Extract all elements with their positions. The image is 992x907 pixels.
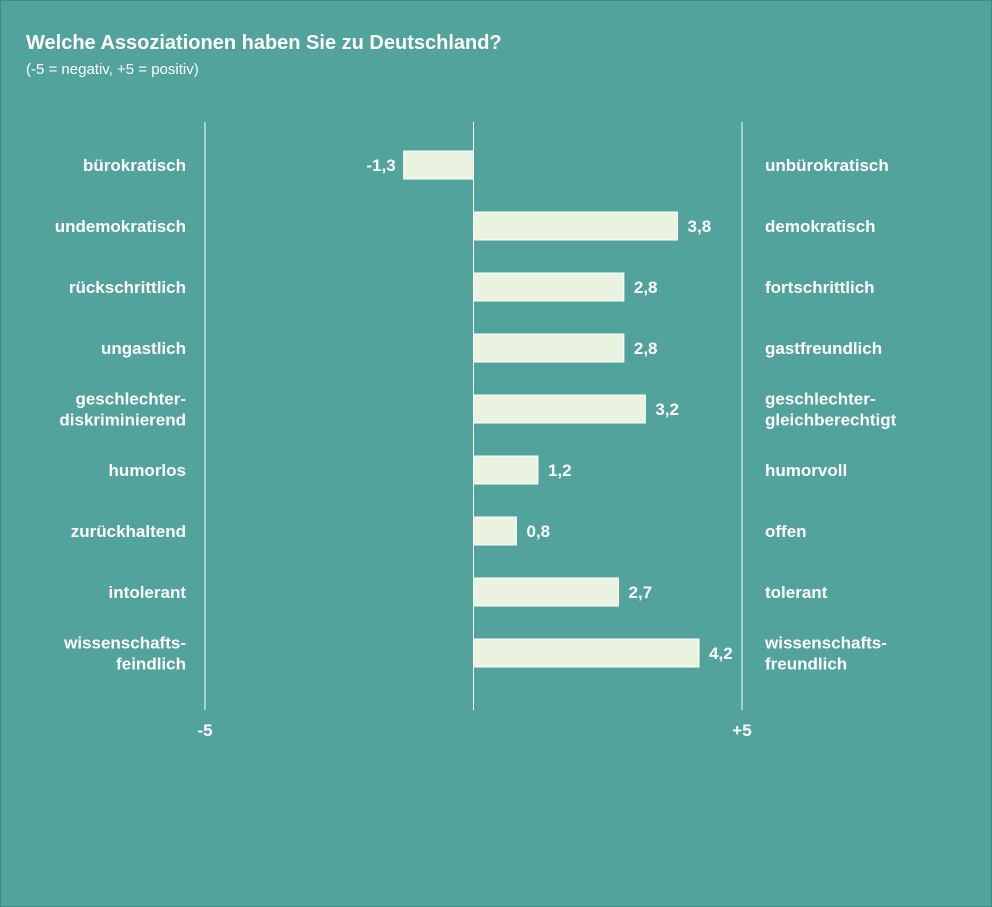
x-tick-label: +5 xyxy=(732,721,751,740)
bar xyxy=(473,333,625,363)
data-label: -1,3 xyxy=(366,156,395,175)
data-label: 2,7 xyxy=(628,583,652,602)
category-label-negative: bürokratisch xyxy=(83,156,186,175)
data-label: 1,2 xyxy=(548,461,572,480)
category-label-negative: geschlechter-diskriminierend xyxy=(59,390,186,430)
category-label-negative: ungastlich xyxy=(101,339,186,358)
chart-title: Welche Assoziationen haben Sie zu Deutsc… xyxy=(26,32,502,54)
category-label-positive: tolerant xyxy=(765,583,828,602)
bar xyxy=(403,150,474,180)
data-label: 0,8 xyxy=(526,522,550,541)
bar xyxy=(473,272,625,302)
category-label-positive: humorvoll xyxy=(765,461,847,480)
bar xyxy=(473,638,700,668)
category-label-negative: undemokratisch xyxy=(55,217,186,236)
category-label-positive: geschlechter-gleichberechtigt xyxy=(765,390,897,430)
category-label-negative: intolerant xyxy=(109,583,187,602)
bar xyxy=(473,394,646,424)
category-label-positive: gastfreundlich xyxy=(765,339,882,358)
category-label-positive: fortschrittlich xyxy=(765,278,875,297)
chart-subtitle: (-5 = negativ, +5 = positiv) xyxy=(26,61,199,78)
category-label-negative: humorlos xyxy=(109,461,186,480)
category-label-negative: wissenschafts-feindlich xyxy=(63,634,186,674)
bar xyxy=(473,455,539,485)
x-tick-label: -5 xyxy=(197,721,212,740)
bar xyxy=(473,516,517,546)
data-label: 3,8 xyxy=(688,217,712,236)
category-label-negative: zurückhaltend xyxy=(71,522,186,541)
category-label-positive: demokratisch xyxy=(765,217,876,236)
data-label: 2,8 xyxy=(634,278,658,297)
bar xyxy=(473,211,679,241)
category-label-negative: rückschrittlich xyxy=(69,278,186,297)
data-label: 2,8 xyxy=(634,339,658,358)
category-label-positive: unbürokratisch xyxy=(765,156,889,175)
bar xyxy=(473,577,619,607)
data-label: 4,2 xyxy=(709,644,733,663)
data-label: 3,2 xyxy=(655,400,679,419)
category-label-positive: wissenschafts-freundlich xyxy=(764,634,887,674)
category-label-positive: offen xyxy=(765,522,807,541)
